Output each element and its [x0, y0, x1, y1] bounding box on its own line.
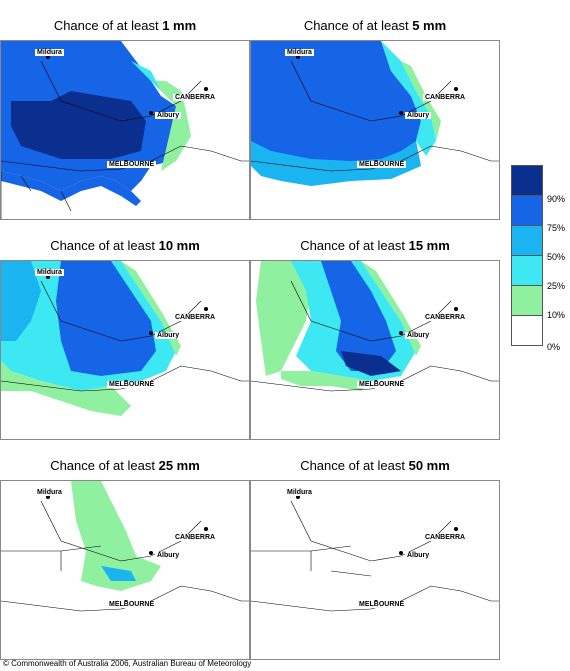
place-label-canberra: CANBERRA — [423, 534, 468, 541]
legend-swatch — [511, 196, 543, 226]
place-label-melbourne: MELBOURNE — [107, 161, 157, 168]
place-label-albury: Albury — [155, 112, 182, 119]
place-label-canberra: CANBERRA — [173, 94, 218, 101]
place-label-albury: Albury — [155, 552, 182, 559]
place-label-melbourne: MELBOURNE — [357, 381, 407, 388]
place-label-mildura: Mildura — [35, 49, 64, 56]
place-label-mildura: Mildura — [35, 489, 64, 496]
place-label-canberra: CANBERRA — [423, 94, 468, 101]
panel-title: Chance of at least 50 mm — [300, 458, 450, 473]
legend-label: 10% — [547, 310, 566, 320]
legend-label: 0% — [547, 342, 561, 352]
place-label-mildura: Mildura — [285, 49, 314, 56]
rainfall-map: Mildura CANBERRA Albury MELBOURNE — [250, 480, 500, 660]
place-label-albury: Albury — [405, 112, 432, 119]
legend-swatch — [511, 286, 543, 316]
place-label-mildura: Mildura — [35, 269, 64, 276]
place-label-melbourne: MELBOURNE — [357, 601, 407, 608]
legend-label: 75% — [547, 223, 566, 233]
panel-title: Chance of at least 25 mm — [50, 458, 200, 473]
legend-label: 50% — [547, 252, 566, 262]
place-label-melbourne: MELBOURNE — [357, 161, 407, 168]
copyright-notice: © Commonwealth of Australia 2006, Austra… — [3, 659, 252, 668]
place-label-melbourne: MELBOURNE — [107, 381, 157, 388]
legend-label: 25% — [547, 281, 566, 291]
place-label-albury: Albury — [155, 332, 182, 339]
rainfall-map: Mildura CANBERRA Albury MELBOURNE — [0, 40, 250, 220]
panel-title: Chance of at least 15 mm — [300, 238, 450, 253]
place-label-albury: Albury — [405, 552, 432, 559]
place-label-mildura: Mildura — [285, 489, 314, 496]
panel-title: Chance of at least 10 mm — [50, 238, 200, 253]
place-label-canberra: CANBERRA — [173, 534, 218, 541]
place-label-melbourne: MELBOURNE — [107, 601, 157, 608]
legend-swatch — [511, 226, 543, 256]
rainfall-map: Mildura CANBERRA Albury MELBOURNE — [250, 40, 500, 220]
legend: 90% 75% 50% 25% 10% 0% — [511, 165, 565, 352]
legend-label: 90% — [547, 194, 566, 204]
place-label-canberra: CANBERRA — [173, 314, 218, 321]
place-label-albury: Albury — [405, 332, 432, 339]
panel-title: Chance of at least 1 mm — [53, 18, 197, 33]
rainfall-map: Mildura CANBERRA Albury MELBOURNE — [0, 260, 250, 440]
panel-title: Chance of at least 5 mm — [303, 18, 447, 33]
legend-swatch — [511, 256, 543, 286]
rainfall-map: Mildura CANBERRA Albury MELBOURNE — [0, 480, 250, 660]
legend-swatch — [511, 165, 543, 196]
place-label-canberra: CANBERRA — [423, 314, 468, 321]
legend-swatch — [511, 316, 543, 346]
rainfall-map: CANBERRA Albury MELBOURNE — [250, 260, 500, 440]
